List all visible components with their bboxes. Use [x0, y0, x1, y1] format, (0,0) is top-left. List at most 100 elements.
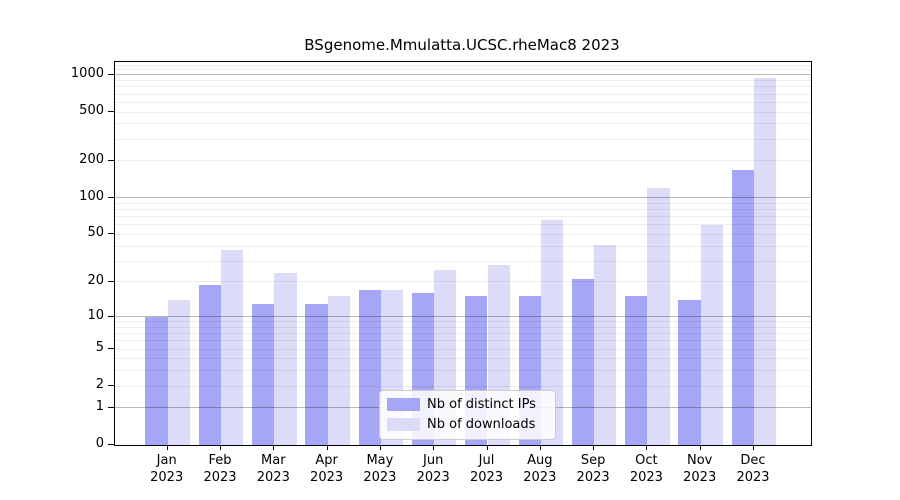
x-tick-year: 2023: [150, 470, 184, 485]
x-tick-month: Mar: [261, 453, 286, 468]
bar-sep-distinct-ips: [571, 279, 595, 445]
x-tick-mark-nov: [699, 445, 701, 450]
y-tick-mark-500: [108, 111, 114, 113]
y-tick-mark-2: [108, 385, 114, 387]
y-tick-label-200: 200: [79, 151, 104, 167]
x-tick-year: 2023: [576, 470, 610, 485]
gridline-900: [115, 80, 811, 82]
gridline-70: [115, 216, 811, 218]
y-tick-label-500: 500: [79, 103, 104, 119]
bar-apr-downloads: [327, 296, 350, 445]
x-tick-label-dec: Dec 2023: [725, 452, 781, 486]
y-tick-mark-1000: [108, 73, 114, 75]
y-tick-mark-20: [108, 280, 114, 282]
gridline-80: [115, 209, 811, 211]
y-tick-label-20: 20: [87, 272, 104, 288]
legend-label-distinct-ips: Nb of distinct IPs: [427, 397, 536, 412]
x-tick-year: 2023: [363, 470, 397, 485]
x-tick-year: 2023: [310, 470, 344, 485]
y-tick-label-1000: 1000: [70, 65, 104, 81]
y-tick-label-50: 50: [87, 225, 104, 241]
x-tick-mark-feb: [220, 445, 221, 450]
gridline-1100: [115, 69, 811, 71]
x-tick-label-apr: Apr 2023: [299, 452, 355, 486]
x-tick-month: Oct: [635, 453, 658, 468]
gridline-600: [115, 101, 811, 103]
x-tick-month: Feb: [208, 453, 232, 468]
x-tick-month: Dec: [740, 453, 766, 468]
x-tick-year: 2023: [256, 470, 290, 485]
gridline-100: [115, 197, 811, 199]
bar-jan-distinct-ips: [145, 316, 168, 445]
y-tick-mark-0: [108, 444, 114, 445]
x-tick-mark-mar: [273, 445, 275, 450]
x-tick-year: 2023: [629, 470, 663, 485]
x-tick-month: May: [366, 453, 394, 468]
x-tick-mark-jan: [166, 445, 168, 450]
x-tick-label-nov: Nov 2023: [672, 452, 728, 486]
x-tick-month: Aug: [527, 453, 553, 468]
x-tick-label-jan: Jan 2023: [139, 452, 195, 486]
gridline-700: [115, 93, 811, 95]
y-tick-mark-200: [108, 159, 114, 161]
bar-mar-downloads: [274, 272, 297, 445]
gridline-300: [115, 138, 811, 140]
x-tick-year: 2023: [683, 470, 717, 485]
x-tick-label-aug: Aug 2023: [512, 452, 568, 486]
x-tick-label-oct: Oct 2023: [618, 452, 674, 486]
gridline-400: [115, 123, 811, 125]
legend-swatch-downloads: [387, 418, 420, 431]
legend-label-downloads: Nb of downloads: [427, 417, 536, 432]
x-tick-label-mar: Mar 2023: [245, 452, 301, 486]
x-tick-year: 2023: [416, 470, 450, 485]
x-tick-mark-aug: [539, 445, 541, 450]
bar-oct-distinct-ips: [625, 296, 648, 445]
bar-oct-downloads: [647, 188, 670, 445]
plot-area: Nb of distinct IPs Nb of downloads: [114, 61, 812, 446]
y-tick-label-2: 2: [95, 377, 104, 393]
y-tick-label-10: 10: [87, 307, 104, 323]
x-tick-month: Jun: [423, 453, 444, 468]
y-tick-label-5: 5: [95, 340, 104, 356]
gridline-500: [115, 111, 811, 113]
legend-swatch-distinct-ips: [387, 398, 420, 411]
x-tick-month: Apr: [315, 453, 338, 468]
x-tick-mark-jun: [433, 445, 435, 450]
bar-feb-downloads: [221, 250, 244, 445]
x-tick-month: Sep: [580, 453, 606, 468]
x-tick-month: Jul: [478, 453, 495, 468]
bar-nov-distinct-ips: [678, 299, 701, 445]
bar-nov-downloads: [700, 224, 723, 445]
x-tick-mark-jul: [486, 445, 488, 450]
gridline-1000: [115, 74, 811, 76]
y-tick-mark-50: [108, 233, 114, 235]
bar-mar-distinct-ips: [252, 303, 275, 445]
x-tick-mark-dec: [753, 445, 754, 450]
legend-item-distinct-ips: Nb of distinct IPs: [387, 397, 547, 412]
y-tick-label-100: 100: [79, 188, 104, 204]
x-tick-year: 2023: [523, 470, 557, 485]
x-tick-mark-may: [379, 445, 381, 450]
x-tick-label-jun: Jun 2023: [405, 452, 461, 486]
gridline-800: [115, 86, 811, 88]
y-tick-mark-100: [108, 196, 114, 198]
x-tick-mark-apr: [326, 445, 328, 450]
bar-may-distinct-ips: [358, 290, 381, 445]
y-tick-mark-5: [108, 348, 114, 350]
y-tick-label-0: 0: [95, 436, 104, 451]
x-tick-label-may: May 2023: [352, 452, 408, 486]
x-tick-mark-sep: [593, 445, 595, 450]
chart-title: BSgenome.Mmulatta.UCSC.rheMac8 2023: [304, 36, 620, 54]
gridline-1200: [115, 64, 811, 66]
bar-dec-distinct-ips: [731, 170, 754, 445]
x-tick-year: 2023: [203, 470, 237, 485]
x-tick-month: Nov: [687, 453, 713, 468]
bar-jan-downloads: [167, 299, 190, 445]
x-tick-label-sep: Sep 2023: [565, 452, 621, 486]
bar-apr-distinct-ips: [305, 303, 328, 445]
gridline-90: [115, 202, 811, 204]
x-tick-year: 2023: [469, 470, 504, 485]
y-tick-mark-10: [108, 315, 114, 317]
bar-aug-downloads: [540, 219, 564, 445]
